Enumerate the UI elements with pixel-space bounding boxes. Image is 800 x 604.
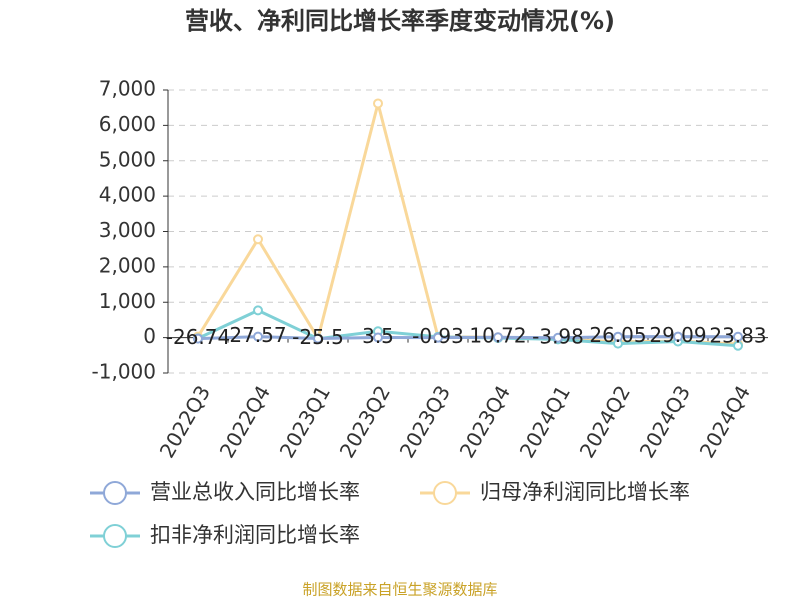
- legend-marker: [103, 481, 127, 505]
- y-tick-label: 3,000: [99, 218, 156, 242]
- y-tick-label: 5,000: [99, 147, 156, 171]
- data-label: 3.5: [362, 324, 394, 348]
- point: [313, 333, 323, 344]
- point: [553, 332, 563, 343]
- point: [433, 332, 443, 343]
- y-tick-label: 6,000: [99, 112, 156, 136]
- legend-marker: [433, 481, 457, 505]
- y-tick-label: 4,000: [99, 183, 156, 207]
- y-tick-label: -1,000: [92, 360, 156, 384]
- source-note: 制图数据来自恒生聚源数据库: [302, 581, 497, 599]
- point: [193, 333, 203, 344]
- series-line: [197, 335, 739, 341]
- x-tick-label: 2024Q2: [575, 381, 635, 462]
- data-label: -3.98: [532, 324, 584, 348]
- data-label: 10.72: [469, 324, 526, 348]
- data-label: 27.57: [229, 323, 286, 347]
- point: [613, 331, 623, 342]
- y-tick-label: 2,000: [99, 253, 156, 277]
- x-tick-label: 2024Q3: [635, 381, 695, 462]
- x-tick-label: 2023Q4: [455, 381, 515, 462]
- x-tick-label: 2024Q1: [515, 381, 575, 462]
- x-tick-label: 2022Q3: [155, 381, 215, 462]
- legend-label: 扣非净利润同比增长率: [150, 523, 360, 547]
- chart-title: 营收、净利同比增长率季度变动情况(%): [185, 7, 615, 35]
- x-tick-label: 2023Q2: [335, 381, 395, 462]
- legend-label: 归母净利润同比增长率: [480, 480, 690, 504]
- x-tick-label: 2023Q3: [395, 381, 455, 462]
- data-label: -0.93: [412, 324, 464, 348]
- data-label: 29.09: [649, 323, 706, 347]
- point: [493, 332, 503, 343]
- y-tick-label: 1,000: [99, 289, 156, 313]
- data-label: 23.83: [709, 323, 766, 347]
- y-tick-label: 7,000: [99, 77, 156, 101]
- x-tick-label: 2022Q4: [215, 381, 275, 462]
- point: [373, 98, 383, 109]
- point: [733, 331, 743, 342]
- point: [253, 331, 263, 342]
- data-label: -26.74: [166, 325, 230, 349]
- x-tick-label: 2024Q4: [695, 381, 755, 462]
- point: [253, 305, 263, 316]
- legend-label: 营业总收入同比增长率: [150, 480, 360, 504]
- data-label: -25.5: [292, 325, 344, 349]
- legend-marker: [103, 524, 127, 548]
- x-tick-label: 2023Q1: [275, 381, 335, 462]
- point: [373, 332, 383, 343]
- y-tick-label: 0: [143, 324, 156, 348]
- point: [253, 234, 263, 245]
- data-label: 26.05: [589, 323, 646, 347]
- series-line: [196, 103, 739, 346]
- point: [673, 331, 683, 342]
